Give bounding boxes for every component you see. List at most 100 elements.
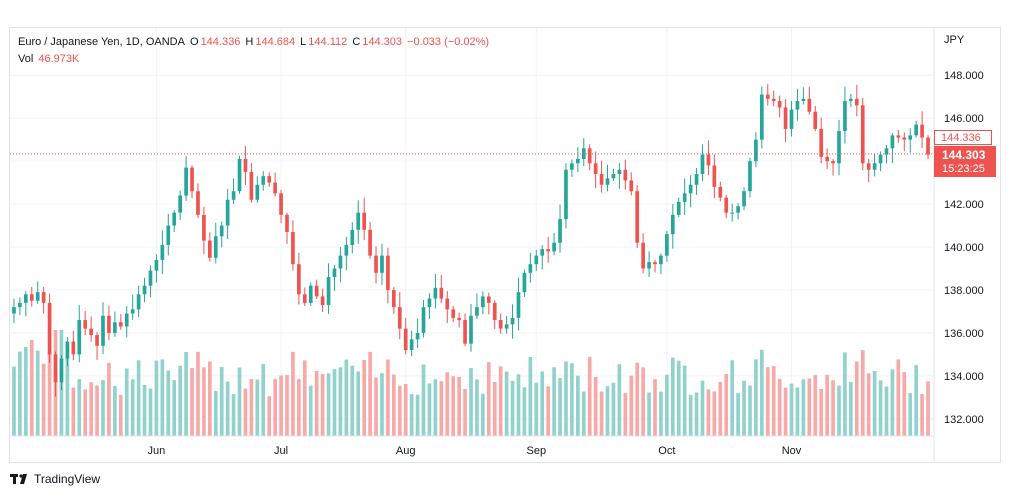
volume-bar bbox=[789, 383, 794, 436]
volume-bar bbox=[730, 360, 735, 436]
volume-bar bbox=[160, 359, 165, 436]
candle-body bbox=[825, 156, 829, 162]
candle-body bbox=[308, 285, 313, 303]
volume-bar bbox=[593, 377, 598, 436]
volume-bar bbox=[225, 381, 230, 436]
volume-bar bbox=[765, 367, 770, 436]
candle-body bbox=[641, 242, 645, 269]
volume-bar bbox=[255, 379, 260, 436]
candle-body bbox=[558, 219, 562, 243]
volume-bar bbox=[95, 385, 99, 436]
candle-body bbox=[807, 98, 812, 112]
volume-bar bbox=[647, 392, 651, 436]
volume-bar bbox=[682, 365, 687, 436]
volume-bar bbox=[653, 379, 657, 436]
volume-bar bbox=[843, 352, 847, 436]
candle-body bbox=[142, 285, 147, 295]
candle-body bbox=[777, 101, 782, 108]
volume-bar bbox=[825, 374, 829, 436]
candle-body bbox=[546, 249, 551, 252]
volume-bar bbox=[190, 367, 194, 436]
volume-bar bbox=[18, 351, 22, 436]
candle-body bbox=[872, 163, 877, 170]
candle-body bbox=[659, 255, 663, 265]
volume-bar bbox=[623, 392, 628, 436]
volume-bar bbox=[107, 362, 111, 436]
volume-bar bbox=[154, 360, 159, 436]
volume-bar bbox=[801, 379, 806, 436]
chart-frame bbox=[9, 27, 1001, 463]
candle-body bbox=[801, 98, 806, 102]
candle-body bbox=[498, 320, 503, 329]
candle-body bbox=[178, 195, 183, 213]
volume-bar bbox=[706, 389, 711, 436]
volume-bar bbox=[748, 385, 752, 436]
open-value: 144.336 bbox=[200, 36, 241, 48]
candle-body bbox=[95, 335, 99, 346]
volume-bar bbox=[742, 380, 746, 436]
volume-bar bbox=[142, 385, 147, 436]
volume-bar bbox=[356, 371, 361, 436]
volume-bar bbox=[457, 377, 461, 436]
candle-body bbox=[593, 163, 598, 175]
volume-bar bbox=[308, 385, 313, 436]
volume-bar bbox=[670, 357, 675, 436]
candle-body bbox=[160, 244, 165, 260]
candle-body bbox=[866, 163, 871, 170]
candle-body bbox=[71, 341, 76, 355]
candle-body bbox=[587, 148, 592, 164]
candle-body bbox=[688, 184, 693, 194]
volume-bar bbox=[130, 379, 135, 436]
candle-body bbox=[700, 154, 705, 175]
candle-body bbox=[908, 135, 913, 140]
candle-body bbox=[789, 109, 794, 129]
volume-bar bbox=[113, 386, 117, 436]
volume-bar bbox=[118, 394, 123, 436]
volume-bar bbox=[522, 387, 527, 436]
vol-value: 46.973K bbox=[38, 53, 80, 65]
candle-body bbox=[397, 307, 402, 329]
x-tick-label: Oct bbox=[658, 445, 675, 457]
candle-body bbox=[101, 315, 105, 346]
x-tick-label: Sep bbox=[527, 445, 547, 457]
volume-bar bbox=[202, 367, 206, 436]
candle-body bbox=[486, 296, 491, 303]
volume-bar bbox=[237, 367, 242, 436]
candle-body bbox=[118, 322, 123, 327]
candle-body bbox=[113, 322, 117, 333]
volume-bar bbox=[285, 375, 289, 436]
volume-bar bbox=[795, 387, 800, 436]
volume-bar bbox=[914, 365, 919, 436]
candle-body bbox=[213, 236, 218, 258]
candle-body bbox=[89, 328, 93, 336]
candle-body bbox=[285, 214, 289, 232]
volume-bar bbox=[498, 366, 503, 436]
tradingview-logo-icon bbox=[10, 473, 27, 484]
volume-bar bbox=[819, 389, 824, 436]
tradingview-brand[interactable]: TradingView bbox=[10, 472, 100, 486]
volume-bar bbox=[368, 351, 372, 436]
candle-body bbox=[765, 94, 770, 99]
candle-body bbox=[403, 328, 408, 351]
candle-body bbox=[522, 272, 527, 293]
candle-body bbox=[670, 214, 675, 235]
candle-body bbox=[291, 232, 295, 265]
candle-body bbox=[427, 298, 432, 308]
candle-body bbox=[297, 264, 301, 295]
volume-bar bbox=[314, 370, 319, 436]
candle-body bbox=[534, 255, 539, 265]
volume-bar bbox=[872, 370, 877, 436]
volume-bar bbox=[718, 381, 723, 436]
candle-body bbox=[694, 174, 699, 185]
volume-bar bbox=[902, 372, 907, 436]
candle-body bbox=[279, 193, 283, 215]
volume-bar bbox=[926, 381, 930, 436]
candle-body bbox=[475, 307, 479, 316]
y-tick-label: 140.000 bbox=[944, 242, 984, 254]
candle-body bbox=[635, 191, 640, 243]
volume-bar bbox=[777, 378, 782, 436]
candle-body bbox=[926, 137, 930, 155]
open-label: O bbox=[190, 36, 199, 48]
volume-bar bbox=[700, 380, 705, 436]
